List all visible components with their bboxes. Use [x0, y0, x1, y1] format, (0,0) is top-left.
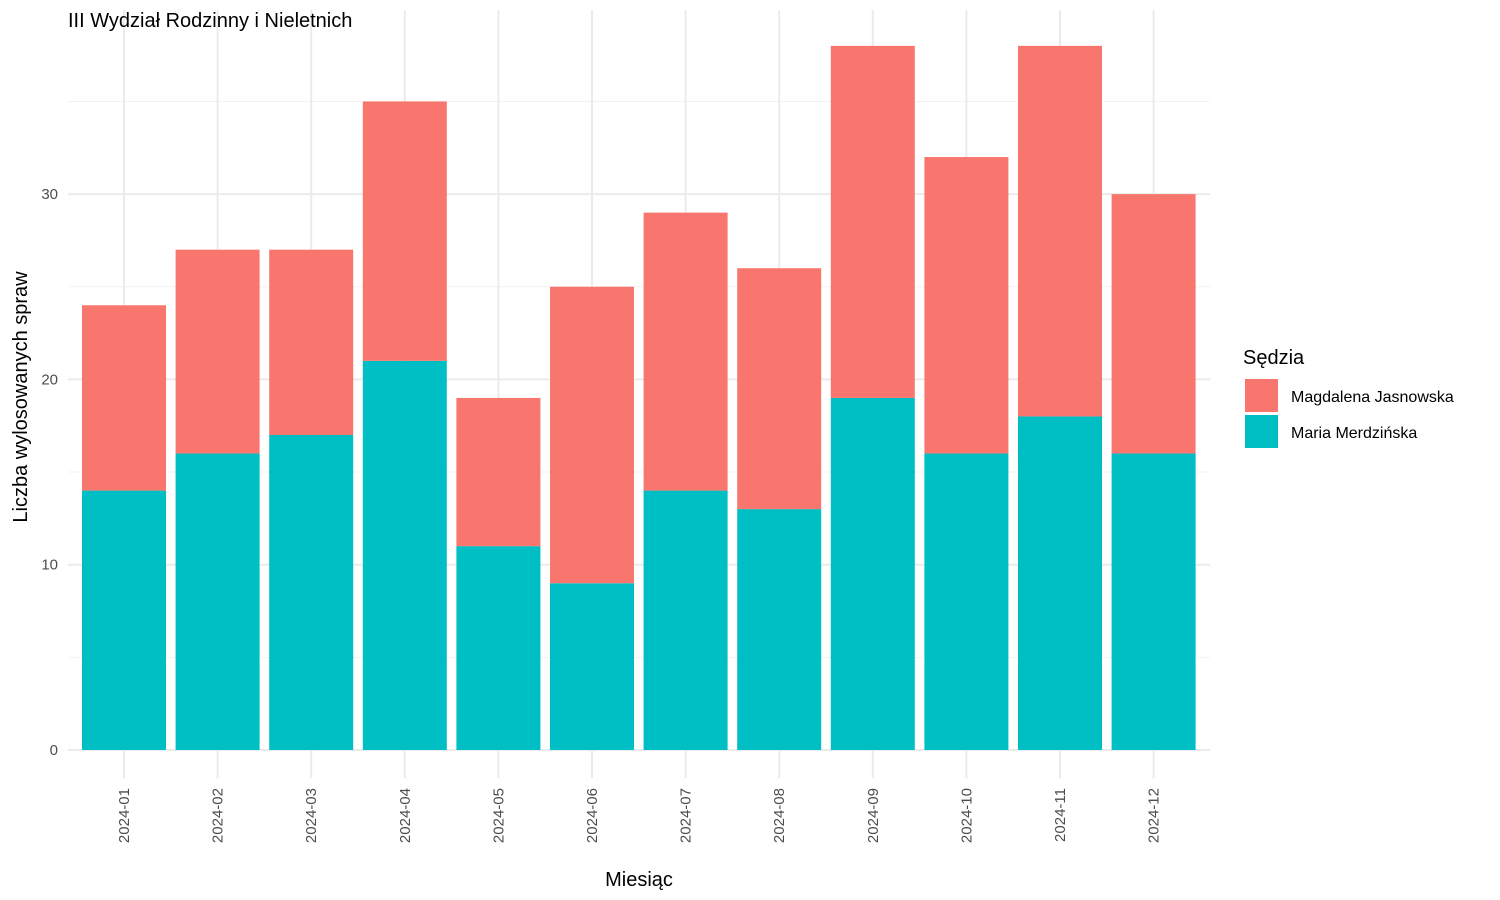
x-tick-label: 2024-09	[865, 788, 882, 843]
bar-segment	[456, 397, 541, 547]
y-tick-label: 10	[41, 557, 58, 574]
legend: Sędzia Magdalena Jasnowska Maria Merdzińs…	[1243, 347, 1454, 448]
bar-segment	[362, 101, 447, 361]
x-axis-title: Miesiąc	[605, 869, 673, 891]
bar-segment	[924, 453, 1009, 750]
bar-segment	[175, 453, 260, 750]
bar-segment	[643, 212, 728, 491]
legend-label: Magdalena Jasnowska	[1291, 389, 1454, 406]
y-tick-label: 30	[41, 186, 58, 203]
x-tick-labels: 2024-01 2024-02 2024-03 2024-04 2024-05 2024-…	[116, 788, 1163, 843]
x-tick-label: 2024-01	[116, 788, 133, 843]
x-tick-label: 2024-07	[678, 788, 695, 843]
x-tick-label: 2024-04	[397, 788, 414, 843]
x-tick-label: 2024-02	[210, 788, 227, 843]
bar-segment	[175, 249, 260, 454]
y-tick-label: 20	[41, 371, 58, 388]
legend-swatch	[1245, 379, 1278, 412]
x-tick-label: 2024-05	[490, 788, 507, 843]
bar-segment	[269, 249, 354, 435]
x-tick-label: 2024-03	[303, 788, 320, 843]
bar-segment	[362, 360, 447, 750]
bar-segment	[737, 268, 822, 510]
x-tick-label: 2024-10	[958, 788, 975, 843]
bar-segment	[82, 490, 166, 750]
legend-label: Maria Merdzińska	[1291, 425, 1417, 442]
bar-segment	[1111, 194, 1196, 454]
y-axis-title: Liczba wylosowanych spraw	[10, 271, 32, 523]
chart-title: III Wydział Rodzinny i Nieletnich	[68, 10, 352, 32]
bar-segment	[1018, 45, 1102, 417]
bar-segment	[830, 397, 915, 750]
bar-segment	[550, 286, 634, 584]
bar-segment	[456, 546, 541, 750]
bar-segment	[1018, 416, 1102, 750]
bar-segment	[924, 157, 1009, 454]
x-tick-label: 2024-06	[584, 788, 601, 843]
bar-segment	[550, 583, 634, 750]
y-tick-labels: 0 10 20 30	[41, 186, 58, 759]
bar-segment	[82, 305, 166, 491]
bar-segment	[1111, 453, 1196, 750]
bar-segment	[830, 45, 915, 398]
x-tick-label: 2024-12	[1146, 788, 1163, 843]
bar-segment	[737, 509, 822, 750]
legend-swatch	[1245, 415, 1278, 448]
bar-segment	[643, 490, 728, 750]
bar-segment	[269, 434, 354, 750]
y-tick-label: 0	[50, 742, 58, 759]
bars	[82, 45, 1196, 750]
legend-title: Sędzia	[1243, 347, 1305, 369]
x-tick-label: 2024-11	[1052, 788, 1069, 842]
x-tick-label: 2024-08	[771, 788, 788, 843]
